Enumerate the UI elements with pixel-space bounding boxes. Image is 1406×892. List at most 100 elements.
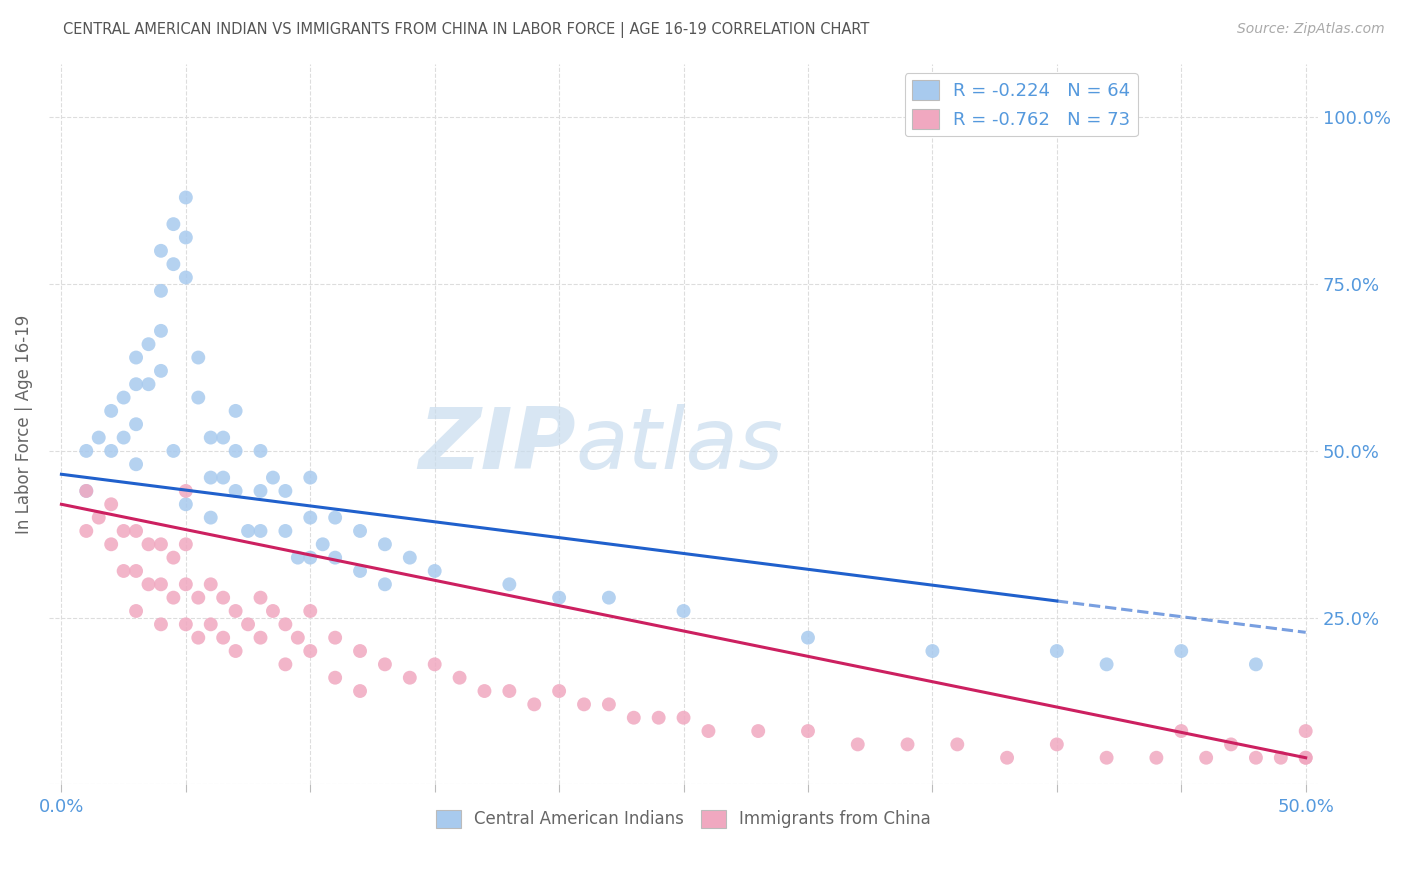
Point xyxy=(896,738,918,752)
Point xyxy=(174,617,197,632)
Point xyxy=(797,724,820,739)
Point xyxy=(162,591,184,605)
Point xyxy=(423,564,446,578)
Point xyxy=(174,537,197,551)
Point xyxy=(112,564,135,578)
Point xyxy=(672,711,695,725)
Point xyxy=(474,684,496,698)
Point xyxy=(125,417,148,432)
Point xyxy=(1295,750,1317,764)
Point xyxy=(200,577,222,591)
Point xyxy=(149,577,172,591)
Point xyxy=(274,657,297,672)
Point xyxy=(87,431,110,445)
Point xyxy=(1220,738,1243,752)
Point xyxy=(572,698,595,712)
Point xyxy=(149,537,172,551)
Point xyxy=(225,483,247,498)
Point xyxy=(125,564,148,578)
Point xyxy=(236,524,259,538)
Point xyxy=(112,431,135,445)
Point xyxy=(747,724,769,739)
Point xyxy=(1270,750,1292,764)
Point xyxy=(1046,738,1069,752)
Point xyxy=(174,190,197,204)
Point xyxy=(187,631,209,645)
Point xyxy=(1244,750,1267,764)
Text: ZIP: ZIP xyxy=(418,404,575,487)
Point xyxy=(174,270,197,285)
Point xyxy=(598,698,620,712)
Point xyxy=(174,483,197,498)
Point xyxy=(100,497,122,511)
Point xyxy=(174,577,197,591)
Point xyxy=(249,444,271,458)
Point xyxy=(187,351,209,365)
Point xyxy=(149,324,172,338)
Point xyxy=(697,724,720,739)
Point xyxy=(323,671,346,685)
Point xyxy=(225,604,247,618)
Point xyxy=(323,550,346,565)
Y-axis label: In Labor Force | Age 16-19: In Labor Force | Age 16-19 xyxy=(15,315,32,533)
Point xyxy=(225,644,247,658)
Point xyxy=(112,524,135,538)
Point xyxy=(797,631,820,645)
Point xyxy=(125,604,148,618)
Point xyxy=(200,431,222,445)
Point xyxy=(149,617,172,632)
Point xyxy=(162,550,184,565)
Point xyxy=(1195,750,1218,764)
Point xyxy=(100,404,122,418)
Point xyxy=(75,444,97,458)
Point xyxy=(548,591,571,605)
Point xyxy=(623,711,645,725)
Point xyxy=(287,550,309,565)
Point xyxy=(200,510,222,524)
Point xyxy=(174,497,197,511)
Point xyxy=(946,738,969,752)
Point xyxy=(200,470,222,484)
Point xyxy=(249,591,271,605)
Legend: Central American Indians, Immigrants from China: Central American Indians, Immigrants fro… xyxy=(429,803,938,835)
Point xyxy=(374,577,396,591)
Point xyxy=(1244,657,1267,672)
Point xyxy=(138,337,160,351)
Point xyxy=(1144,750,1167,764)
Point xyxy=(262,604,284,618)
Point xyxy=(75,524,97,538)
Text: CENTRAL AMERICAN INDIAN VS IMMIGRANTS FROM CHINA IN LABOR FORCE | AGE 16-19 CORR: CENTRAL AMERICAN INDIAN VS IMMIGRANTS FR… xyxy=(63,22,870,38)
Point xyxy=(174,230,197,244)
Point xyxy=(75,483,97,498)
Point xyxy=(299,550,322,565)
Point xyxy=(100,444,122,458)
Point xyxy=(274,483,297,498)
Point xyxy=(374,537,396,551)
Point xyxy=(548,684,571,698)
Point xyxy=(299,644,322,658)
Point xyxy=(149,364,172,378)
Point xyxy=(647,711,669,725)
Point xyxy=(349,684,371,698)
Point xyxy=(323,510,346,524)
Point xyxy=(299,470,322,484)
Point xyxy=(236,617,259,632)
Point xyxy=(995,750,1018,764)
Point xyxy=(274,617,297,632)
Point xyxy=(423,657,446,672)
Point xyxy=(398,671,420,685)
Text: Source: ZipAtlas.com: Source: ZipAtlas.com xyxy=(1237,22,1385,37)
Point xyxy=(225,404,247,418)
Point xyxy=(225,444,247,458)
Point xyxy=(323,631,346,645)
Point xyxy=(138,577,160,591)
Point xyxy=(125,524,148,538)
Point xyxy=(1095,750,1118,764)
Point xyxy=(274,524,297,538)
Point xyxy=(125,457,148,471)
Point xyxy=(921,644,943,658)
Point xyxy=(598,591,620,605)
Point xyxy=(1295,724,1317,739)
Point xyxy=(287,631,309,645)
Point xyxy=(1295,750,1317,764)
